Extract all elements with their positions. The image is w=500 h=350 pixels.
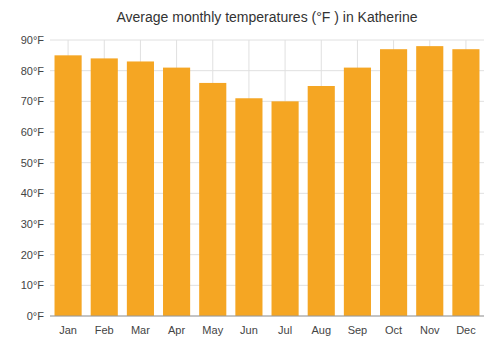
title: Average monthly temperatures (°F ) in Ka… bbox=[116, 9, 417, 25]
y-tick-label: 60°F bbox=[21, 126, 45, 138]
x-tick-label: Feb bbox=[95, 324, 114, 336]
x-tick-label: Dec bbox=[456, 324, 476, 336]
x-tick-label: May bbox=[202, 324, 223, 336]
x-tick-label: Nov bbox=[420, 324, 440, 336]
bar bbox=[380, 49, 407, 316]
y-tick-label: 0°F bbox=[27, 310, 45, 322]
bar bbox=[235, 98, 262, 316]
bar bbox=[272, 101, 299, 316]
page: {"chart_data": {"type": "bar", "title": … bbox=[0, 0, 500, 350]
bar bbox=[127, 61, 154, 316]
bar bbox=[308, 86, 335, 316]
chart: Average monthly temperatures (°F ) in Ka… bbox=[0, 0, 500, 350]
chart-container: Average monthly temperatures (°F ) in Ka… bbox=[0, 0, 500, 350]
x-axis-line bbox=[50, 316, 484, 317]
x-tick-label: Apr bbox=[168, 324, 185, 336]
x-tick-label: Jan bbox=[59, 324, 77, 336]
x-tick-label: Aug bbox=[311, 324, 331, 336]
y-tick-label: 40°F bbox=[21, 187, 45, 199]
grid bbox=[50, 40, 484, 316]
x-tick-label: Mar bbox=[131, 324, 150, 336]
bar bbox=[91, 58, 118, 316]
bar bbox=[163, 68, 190, 316]
y-tick-label: 50°F bbox=[21, 157, 45, 169]
y-grid-line bbox=[50, 40, 484, 41]
bar bbox=[344, 68, 371, 316]
x-tick-label: Sep bbox=[348, 324, 368, 336]
axes: 0°F 10°F 20°F 30°F 40°F 50°F 60°F 70°F 80°F 90°F J… bbox=[21, 34, 477, 336]
y-tick-label: 10°F bbox=[21, 279, 45, 291]
x-tick-label: Jun bbox=[240, 324, 258, 336]
bars bbox=[55, 46, 480, 316]
y-tick-label: 90°F bbox=[21, 34, 45, 46]
x-tick-label: Oct bbox=[385, 324, 402, 336]
bar bbox=[199, 83, 226, 316]
y-grid-line bbox=[50, 316, 484, 317]
bar bbox=[416, 46, 443, 316]
x-tick-label: Jul bbox=[278, 324, 292, 336]
y-tick-label: 80°F bbox=[21, 65, 45, 77]
bar bbox=[452, 49, 479, 316]
bar bbox=[55, 55, 82, 316]
y-tick-label: 20°F bbox=[21, 249, 45, 261]
y-tick-label: 70°F bbox=[21, 95, 45, 107]
y-tick-label: 30°F bbox=[21, 218, 45, 230]
